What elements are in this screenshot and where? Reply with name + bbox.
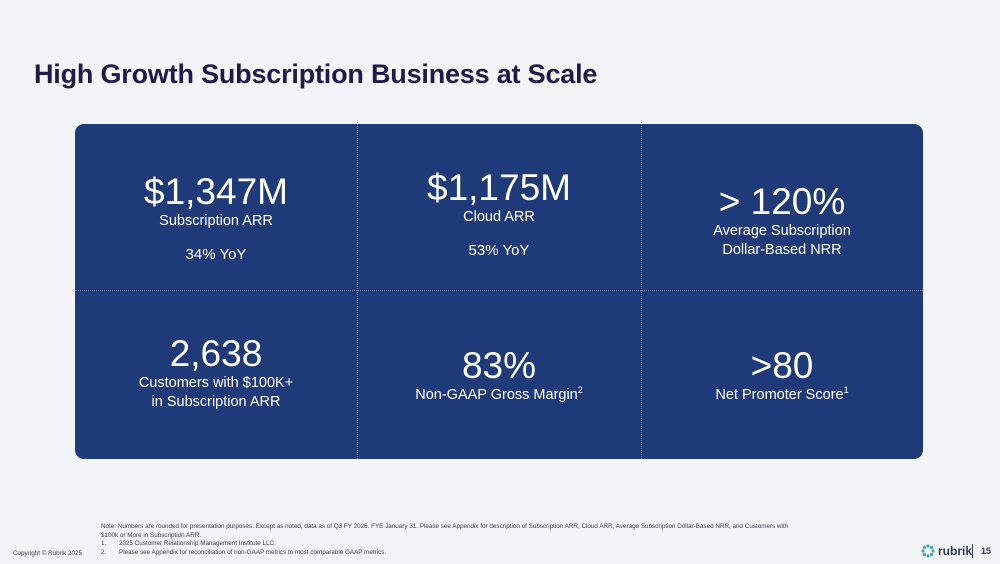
- footnote-number: 1.: [101, 540, 107, 548]
- footnote-text: 2025 Customer Relationship Management In…: [119, 540, 276, 548]
- metrics-panel: $1,347M Subscription ARR 34% YoY $1,175M…: [75, 120, 923, 459]
- metric-label-line1: Customers with $100K+: [138, 375, 294, 391]
- row-divider: [75, 290, 923, 291]
- footnotes: Note: Numbers are rounded for presentati…: [101, 523, 911, 557]
- metric-value: 2,638: [169, 333, 263, 374]
- column-divider: [641, 120, 642, 459]
- slide-title: High Growth Subscription Business at Sca…: [34, 59, 598, 89]
- page-number: 15: [981, 546, 992, 556]
- footnote-text: Please see Appendix for reconciliation o…: [119, 548, 387, 556]
- metric-yoy: 34% YoY: [185, 246, 247, 263]
- footnote-item: 2. Please see Appendix for reconciliation…: [101, 549, 911, 558]
- metric-label-line2: Dollar-Based NRR: [722, 242, 842, 258]
- metric-large-customers: 2,638 Customers with $100K+ in Subscript…: [75, 334, 357, 412]
- brand-name: rubrik: [938, 544, 973, 558]
- metric-value: >80: [750, 345, 814, 386]
- column-divider: [357, 120, 358, 459]
- metric-label-line2: in Subscription ARR: [151, 394, 281, 410]
- metric-yoy: 53% YoY: [468, 242, 530, 259]
- metric-nrr: > 120% Average Subscription Dollar-Based…: [641, 182, 923, 260]
- metric-value: 83%: [461, 345, 537, 386]
- footnote-item: 1. 2025 Customer Relationship Management …: [101, 540, 911, 549]
- metric-label: Net Promoter Score1: [641, 386, 923, 405]
- footnote-number: 2.: [101, 548, 107, 556]
- metric-label: Subscription ARR: [159, 213, 273, 229]
- footnote-marker: 2: [577, 385, 583, 395]
- metric-label-line1: Average Subscription: [713, 223, 851, 239]
- copyright: Copyright © Rubrik 2025: [13, 550, 83, 557]
- metric-label-text: Net Promoter Score: [715, 387, 844, 403]
- note-line: $100k or More in Subscription ARR.: [101, 531, 202, 539]
- metric-label: Non-GAAP Gross Margin2: [358, 386, 640, 405]
- metric-value: $1,347M: [144, 171, 288, 212]
- metric-nps: >80 Net Promoter Score1: [641, 346, 923, 405]
- metric-label-text: Non-GAAP Gross Margin: [415, 387, 578, 403]
- footnote-marker: 1: [843, 385, 849, 395]
- metric-gross-margin: 83% Non-GAAP Gross Margin2: [358, 346, 640, 405]
- metric-cloud-arr: $1,175M Cloud ARR 53% YoY: [358, 168, 640, 260]
- metric-label: Cloud ARR: [463, 209, 535, 225]
- rubrik-logo-icon: [921, 544, 935, 558]
- metric-value: > 120%: [718, 181, 846, 222]
- note-line: Note: Numbers are rounded for presentati…: [101, 523, 789, 530]
- footer-separator: [972, 544, 973, 558]
- metric-value: $1,175M: [427, 167, 571, 208]
- brand-logo: rubrik: [921, 543, 972, 559]
- metric-subscription-arr: $1,347M Subscription ARR 34% YoY: [75, 172, 357, 264]
